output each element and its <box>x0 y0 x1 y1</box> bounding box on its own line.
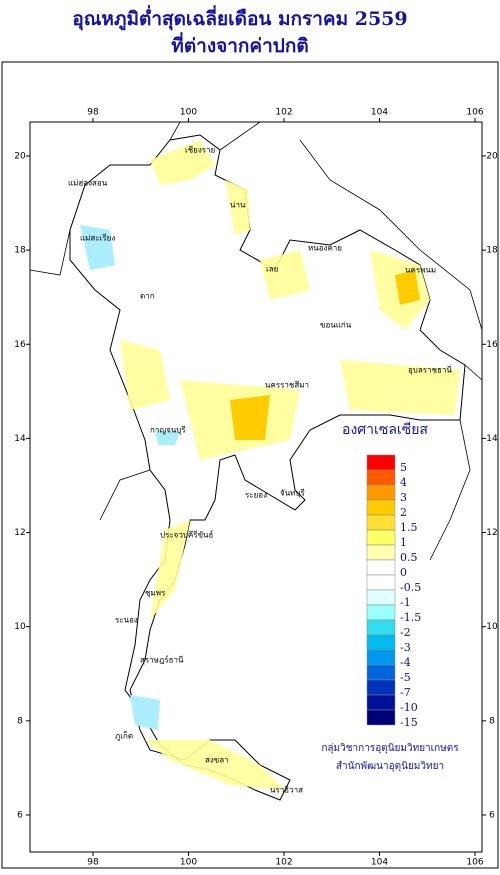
legend-swatch <box>366 499 396 516</box>
lon-tick-label: 100 <box>180 108 197 118</box>
lat-tick-label: 8 <box>489 716 495 726</box>
lat-tick-label: 12 <box>14 528 25 538</box>
province-label: เลย <box>266 265 278 274</box>
lat-tick-label: 12 <box>486 528 497 538</box>
legend-label: -15 <box>400 716 418 729</box>
legend-label: -2 <box>400 626 411 639</box>
province-label: เชียงราย <box>185 146 215 155</box>
province-label: ขอนแก่น <box>320 321 352 330</box>
legend-label: 2 <box>400 506 407 519</box>
credit: กลุ่มวิชาการอุตุนิยมวิทยาเกษตร <box>321 743 459 754</box>
province-label: จันทบุรี <box>280 489 306 498</box>
lat-tick-label: 10 <box>486 622 498 632</box>
anomaly-areas-strong <box>230 270 420 440</box>
legend-label: 0.5 <box>400 551 418 564</box>
legend-label: -0.5 <box>400 581 421 594</box>
legend-unit: องศาเซลเซียส <box>342 422 428 438</box>
province-label: สุราษฎร์ธานี <box>140 655 184 665</box>
province-label: ภูเก็ต <box>115 731 133 742</box>
province-label: ประจวบคีรีขันธ์ <box>160 530 214 540</box>
outer-frame <box>1 61 499 869</box>
legend-swatch <box>366 544 396 561</box>
lon-tick-label: 98 <box>87 108 99 118</box>
lat-tick-label: 20 <box>486 152 498 162</box>
legend-swatch <box>366 529 396 546</box>
province-labels: เชียงราย น่าน แม่ฮ่องสอน แม่สะเรียง ตาก … <box>68 146 452 795</box>
lat-tick-label: 18 <box>14 246 26 256</box>
province-label: ระยอง <box>245 491 267 500</box>
lat-tick-label: 18 <box>486 246 498 256</box>
legend-swatch <box>366 694 396 711</box>
legend-swatch <box>366 484 396 501</box>
legend-label: 3 <box>400 491 407 504</box>
province-label: กาญจนบุรี <box>150 426 186 435</box>
subtitle: ที่ต่างจากค่าปกติ <box>171 32 308 57</box>
legend-label: 1 <box>400 536 407 549</box>
lat-tick-label: 10 <box>14 622 26 632</box>
lon-tick-label: 106 <box>466 858 483 868</box>
legend-swatch <box>366 619 396 636</box>
lat-tick-label: 20 <box>14 152 26 162</box>
province-label: อุบลราชธานี <box>408 366 452 375</box>
legend-label: -7 <box>400 686 411 699</box>
legend-label: -5 <box>400 671 411 684</box>
lat-tick-label: 6 <box>17 810 23 820</box>
lat-tick-label: 6 <box>489 810 495 820</box>
legend-swatch <box>366 634 396 651</box>
legend-swatch <box>366 664 396 681</box>
province-label: ชุมพร <box>145 589 166 598</box>
anomaly-areas-cool <box>80 225 180 730</box>
legend-swatch <box>366 454 396 471</box>
legend-swatch <box>366 679 396 696</box>
legend-swatch <box>366 604 396 621</box>
province-label: ตาก <box>140 292 155 301</box>
lon-tick-label: 104 <box>371 858 388 868</box>
legend-label: -10 <box>400 701 418 714</box>
province-label: นครราชสีมา <box>265 381 309 390</box>
lon-tick-label: 98 <box>87 858 99 868</box>
lat-tick-label: 14 <box>14 434 26 444</box>
legend-label: 5 <box>400 461 407 474</box>
legend-swatch <box>366 574 396 591</box>
lon-tick-label: 100 <box>180 858 197 868</box>
legend-label: -1.5 <box>400 611 421 624</box>
legend-swatch <box>366 589 396 606</box>
lon-tick-label: 106 <box>466 108 483 118</box>
legend-swatch <box>366 469 396 486</box>
province-label: นครพนม <box>405 266 436 275</box>
lon-tick-label: 102 <box>275 858 292 868</box>
lat-tick-label: 16 <box>486 340 498 350</box>
title: อุณหภูมิต่ำสุดเฉลี่ยเดือน มกราคม 2559 <box>72 5 407 31</box>
legend-label: -4 <box>400 656 411 669</box>
legend-label: 4 <box>400 476 407 489</box>
anomaly-areas <box>120 140 460 790</box>
legend-swatch <box>366 709 396 726</box>
legend-swatch <box>366 649 396 666</box>
province-label: นราธิวาส <box>270 786 303 795</box>
legend-swatch <box>366 514 396 531</box>
lat-tick-label: 8 <box>17 716 23 726</box>
lon-tick-label: 104 <box>371 108 388 118</box>
legend-label: -1 <box>400 596 411 609</box>
province-label: แม่ฮ่องสอน <box>68 179 108 188</box>
legend-label: 0 <box>400 566 407 579</box>
province-label: แม่สะเรียง <box>80 234 115 243</box>
lat-tick-label: 14 <box>486 434 498 444</box>
province-label: สงขลา <box>205 756 229 765</box>
thailand-outline <box>69 134 466 801</box>
province-label: หนองคาย <box>308 244 342 253</box>
province-label: ระนอง <box>115 616 138 625</box>
lon-tick-label: 102 <box>275 108 292 118</box>
lat-tick-label: 16 <box>14 340 26 350</box>
credit: สำนักพัฒนาอุตุนิยมวิทยา <box>336 761 444 772</box>
legend-swatch <box>366 559 396 576</box>
province-label: น่าน <box>230 201 246 210</box>
legend-label: 1.5 <box>400 521 418 534</box>
legend-label: -3 <box>400 641 411 654</box>
